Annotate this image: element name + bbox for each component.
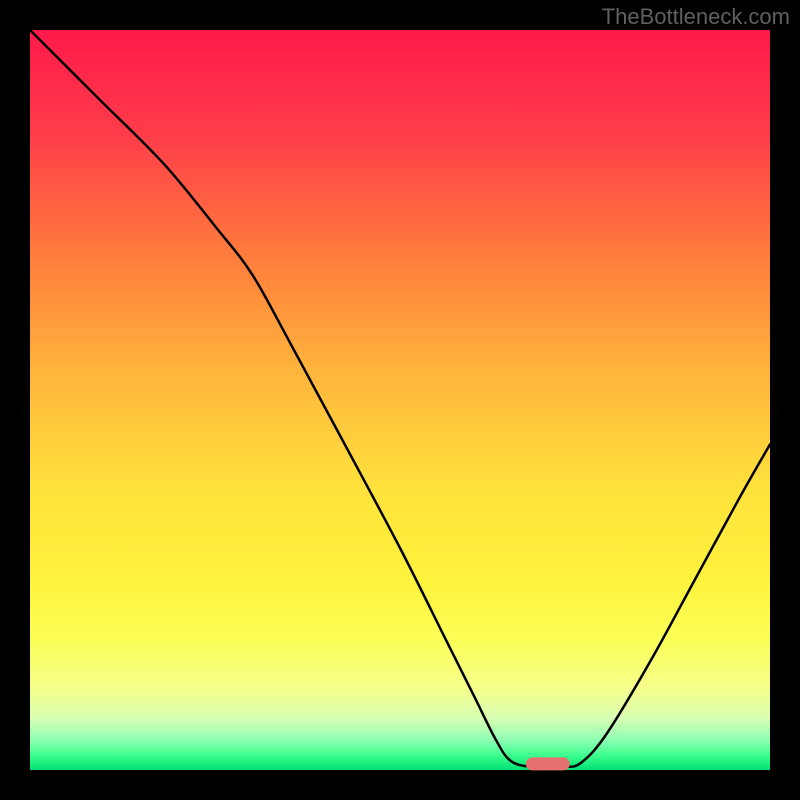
curve-layer: [30, 30, 770, 770]
bottleneck-curve: [30, 30, 770, 768]
chart-frame: TheBottleneck.com: [0, 0, 800, 800]
watermark-text: TheBottleneck.com: [602, 4, 790, 30]
plot-area: [30, 30, 770, 770]
optimal-marker: [526, 757, 570, 770]
